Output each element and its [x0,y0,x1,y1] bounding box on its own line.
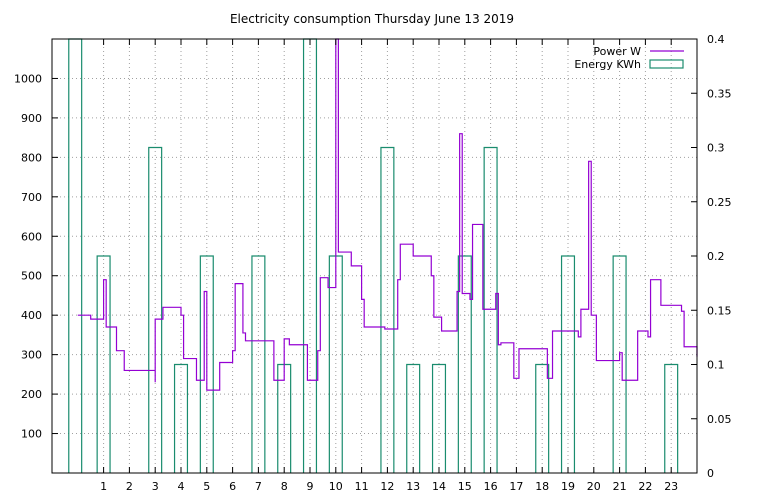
energy-bar [664,363,679,473]
legend: Power W Energy KWh [574,45,684,71]
x-tick-label: 12 [380,480,394,493]
energy-bar [406,363,421,473]
x-tick-label: 6 [229,480,236,493]
x-tick-label: 18 [535,480,549,493]
y-left-tick-label: 100 [21,428,42,441]
x-tick-label: 2 [126,480,133,493]
x-tick-label: 20 [587,480,601,493]
y-right-tick-label: 0.25 [707,196,732,209]
y-right-tick-label: 0.3 [707,142,725,155]
x-tick-label: 3 [152,480,159,493]
x-tick-label: 19 [561,480,575,493]
y-left-tick-label: 300 [21,349,42,362]
x-tick-label: 13 [406,480,420,493]
energy-bar [483,146,498,473]
y-left-tick-label: 400 [21,309,42,322]
chart-title: Electricity consumption Thursday June 13… [230,12,514,26]
y-left-tick-label: 600 [21,230,42,243]
energy-bar [199,255,214,473]
x-tick-label: 7 [255,480,262,493]
y-right-tick-label: 0.1 [707,359,725,372]
x-tick-label: 16 [484,480,498,493]
energy-bar [380,146,395,473]
energy-bar [148,146,163,473]
x-tick-label: 5 [203,480,210,493]
y-left-tick-label: 1000 [14,72,42,85]
legend-energy-label: Energy KWh [574,58,641,71]
y-left-tick-label: 700 [21,191,42,204]
x-tick-label: 17 [509,480,523,493]
x-tick-label: 10 [329,480,343,493]
legend-energy-swatch [649,59,684,69]
energy-bar [535,363,550,473]
x-tick-label: 4 [178,480,185,493]
x-tick-label: 8 [281,480,288,493]
y-right-tick-label: 0.15 [707,304,732,317]
x-tick-label: 15 [458,480,472,493]
x-tick-label: 11 [355,480,369,493]
legend-power-label: Power W [593,45,641,58]
y-left-tick-label: 900 [21,112,42,125]
power-line [77,38,698,391]
x-tick-label: 21 [613,480,627,493]
y-right-tick-label: 0.2 [707,250,725,263]
x-tick-label: 22 [638,480,652,493]
y-left-tick-label: 200 [21,388,42,401]
x-tick-label: 14 [432,480,446,493]
y-left-tick-label: 800 [21,151,42,164]
x-tick-label: 9 [307,480,314,493]
energy-bar [96,255,111,473]
energy-bar [612,255,627,473]
energy-bar [173,363,189,473]
y-left-tick-label: 500 [21,270,42,283]
x-tick-label: 1 [100,480,107,493]
axes: 1 2 3 4 5 6 7 8 9 10 11 12 13 14 15 16 17 18 19 20 21 22 23100… [14,33,732,493]
energy-bar [431,363,447,473]
y-right-tick-label: 0 [707,467,714,480]
energy-bar [251,255,266,473]
x-tick-label: 23 [664,480,678,493]
y-right-tick-label: 0.35 [707,87,732,100]
energy-bar [457,255,472,473]
energy-bar [560,255,576,473]
y-right-tick-label: 0.4 [707,33,725,46]
power-series-path [77,38,698,391]
y-right-tick-label: 0.05 [707,413,732,426]
